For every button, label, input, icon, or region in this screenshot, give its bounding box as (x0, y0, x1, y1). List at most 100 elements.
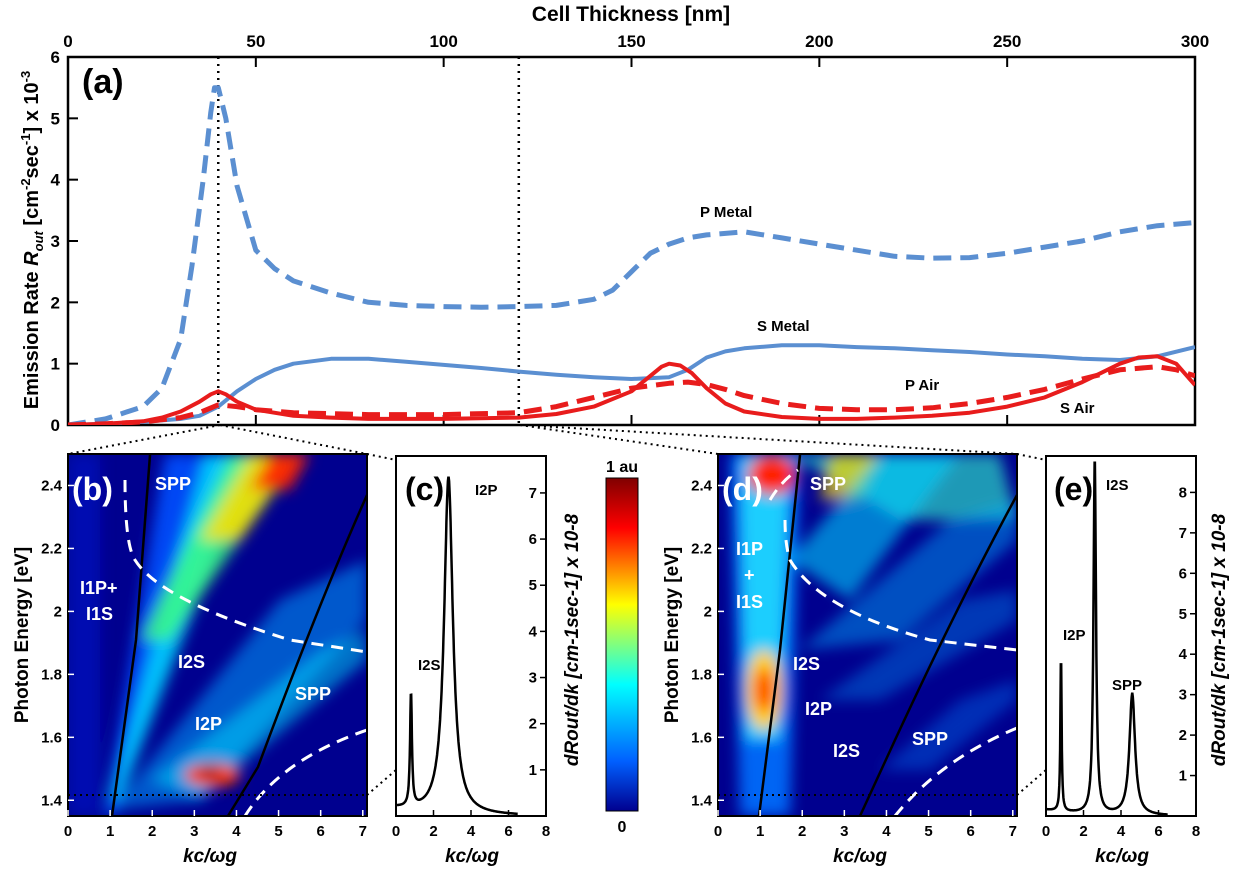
panel-e-peak-spp: SPP (1112, 677, 1142, 694)
series-p-metal (68, 85, 1195, 425)
panel-c-peak-i2s: I2S (418, 657, 441, 674)
y-tick-label: 1 (51, 355, 60, 374)
y-tick-label: 7 (529, 485, 537, 502)
panel-d-tag: (d) (722, 471, 763, 507)
x-tick-label: 6 (967, 823, 975, 840)
y-tick-label: 2 (1179, 727, 1187, 744)
x-tick-label: 0 (63, 32, 72, 51)
x-tick-label: 2 (1079, 823, 1087, 840)
panel-a-frame (66, 55, 1197, 427)
panel-d-i1s: I1S (736, 592, 763, 612)
panel-d-frame (717, 453, 1018, 817)
panel-b-x-axis-label: kc/ωg (183, 846, 237, 867)
x-tick-label: 0 (64, 823, 72, 840)
panel-b-tag: (b) (72, 471, 113, 507)
panel-c-peak-i2p: I2P (475, 482, 498, 499)
panel-c-y-axis-label: dRout/dk [cm-1sec-1] x 10-8 (562, 513, 583, 766)
panel-d-y-axis-label: Photon Energy [eV] (662, 547, 683, 723)
y-tick-label: 1.8 (691, 666, 712, 683)
panel-e-spectrum (1046, 461, 1168, 816)
x-tick-label: 50 (246, 32, 265, 51)
panel-c-x-ticks: 0 2 4 6 8 (392, 810, 550, 840)
x-tick-label: 2 (798, 823, 806, 840)
y-tick-label: 2 (529, 716, 537, 733)
y-tick-label: 2.2 (41, 540, 62, 557)
y-tick-label: 5 (529, 577, 537, 594)
y-tick-label: 2 (54, 603, 62, 620)
panel-d-i2p: I2P (805, 699, 832, 719)
series-s-air (68, 364, 1195, 425)
panel-b-heatmap (68, 454, 367, 816)
x-tick-label: 300 (1181, 32, 1209, 51)
panel-a-reference-lines (217, 57, 521, 425)
y-tick-label: 6 (51, 48, 60, 67)
panel-b-frame (67, 453, 368, 817)
x-tick-label: 200 (805, 32, 833, 51)
series-s-metal (68, 343, 1195, 425)
x-tick-label: 7 (1009, 823, 1017, 840)
label-p-metal: P Metal (700, 204, 752, 221)
panel-d: 0 1 2 3 4 5 6 7 1.4 1.6 1.8 2 2.2 2.4 (d) SPP SPP I1… (662, 453, 1018, 867)
panel-e-x-ticks: 0 2 4 6 8 (1042, 810, 1200, 840)
x-tick-label: 4 (467, 823, 476, 840)
x-tick-label: 3 (840, 823, 848, 840)
panel-b-y-ticks: 1.4 1.6 1.8 2 2.2 2.4 (41, 477, 74, 809)
panel-c-x-axis-label: kc/ωg (445, 846, 499, 867)
x-tick-label: 4 (882, 823, 891, 840)
label-s-metal: S Metal (757, 318, 810, 335)
y-tick-label: 7 (1179, 525, 1187, 542)
x-tick-label: 0 (714, 823, 722, 840)
panel-d-heatmap (718, 454, 1017, 816)
panel-d-y-ticks: 1.4 1.6 1.8 2 2.2 2.4 (691, 477, 724, 809)
panel-e-y-ticks: 1 2 3 4 5 6 7 8 (1179, 484, 1196, 785)
panel-b-i2p: I2P (195, 714, 222, 734)
y-tick-label: 1.6 (691, 729, 712, 746)
panel-e-y-axis-label: dRout/dk [cm-1sec-1] x 10-8 (1209, 513, 1230, 766)
x-tick-label: 250 (993, 32, 1021, 51)
colorbar-gradient (605, 477, 639, 812)
x-tick-label: 6 (504, 823, 512, 840)
panel-a-tag: (a) (82, 63, 124, 101)
colorbar-bottom-label: 0 (618, 819, 627, 836)
y-tick-label: 2.4 (691, 477, 713, 494)
y-tick-label: 1.8 (41, 666, 62, 683)
panel-a-y-axis-label: Emission Rate Rout [cm-2sec-1] x 10-3 (18, 71, 46, 409)
panel-b-spp-top: SPP (155, 474, 191, 494)
panel-a: 0 50 100 150 200 250 300 0 1 2 3 4 5 6 (a) Cell Thic… (18, 3, 1209, 435)
y-tick-label: 3 (1179, 687, 1187, 704)
x-tick-label: 8 (1192, 823, 1200, 840)
x-tick-label: 2 (148, 823, 156, 840)
label-s-air: S Air (1060, 400, 1095, 417)
panel-e-tag: (e) (1054, 471, 1093, 507)
y-tick-label: 6 (1179, 565, 1187, 582)
x-tick-label: 5 (274, 823, 282, 840)
panel-c-y-ticks: 1 2 3 4 5 6 7 (529, 485, 546, 779)
panel-b: 0 1 2 3 4 5 6 7 1.4 1.6 1.8 2 2.2 2.4 (b) SPP SPP I1… (12, 453, 368, 867)
y-tick-label: 4 (1179, 646, 1188, 663)
x-tick-label: 150 (617, 32, 645, 51)
x-tick-label: 4 (1117, 823, 1126, 840)
panel-c: 0 2 4 6 8 1 2 3 4 5 6 7 (c) I2P I2S dRout/dk [cm-1… (392, 455, 583, 867)
panel-c-tag: (c) (405, 471, 444, 507)
panel-d-i2s-b: I2S (833, 741, 860, 761)
panel-e-frame (1045, 455, 1197, 817)
x-tick-label: 5 (924, 823, 932, 840)
panel-a-x-ticks: 0 50 100 150 200 250 300 (63, 32, 1209, 425)
y-tick-label: 5 (51, 109, 60, 128)
y-tick-label: 3 (529, 670, 537, 687)
panel-a-series (68, 85, 1195, 425)
x-tick-label: 7 (359, 823, 367, 840)
x-tick-label: 0 (1042, 823, 1050, 840)
panel-e-x-axis-label: kc/ωg (1095, 846, 1149, 867)
x-tick-label: 6 (1154, 823, 1162, 840)
x-tick-label: 2 (429, 823, 437, 840)
colorbar-top-label: 1 au (606, 459, 638, 476)
panel-b-y-axis-label: Photon Energy [eV] (12, 547, 33, 723)
panel-c-frame (395, 455, 547, 817)
panel-b-x-ticks: 0 1 2 3 4 5 6 7 (64, 810, 367, 840)
panel-c-spectrum (396, 476, 518, 816)
zoom-connectors (67, 424, 1047, 796)
panel-b-i1-mix-a: I1P+ (80, 578, 118, 598)
spectrum-line (396, 476, 518, 816)
